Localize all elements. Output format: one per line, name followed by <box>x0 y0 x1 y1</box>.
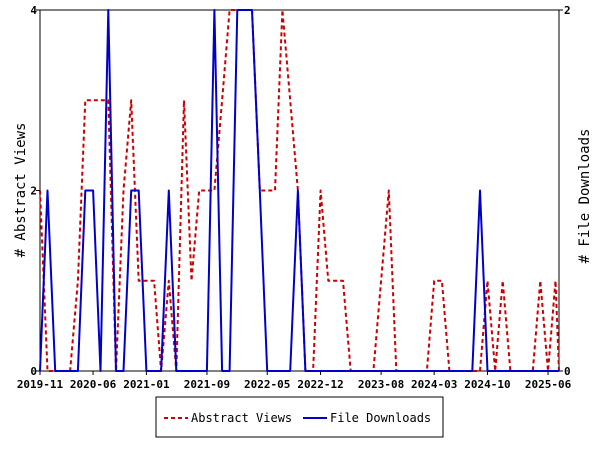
y-right-tick-label: 2 <box>564 4 571 17</box>
series-layer <box>39 9 560 372</box>
x-tick-label: 2023-08 <box>358 378 404 391</box>
axis-layer: 2019-11 2020-06 2021-01 2021-09 2022-05 2022-… <box>17 4 572 391</box>
x-tick-label: 2022-05 <box>244 378 290 391</box>
series-line-file-downloads <box>39 9 559 372</box>
y-right-tick-label: 0 <box>564 365 571 378</box>
x-tick-label: 2020-06 <box>70 378 117 391</box>
x-tick-label: 2022-12 <box>297 378 343 391</box>
legend: Abstract Views File Downloads <box>155 396 444 438</box>
legend-box <box>155 396 444 438</box>
y-left-tick-label: 4 <box>30 4 37 17</box>
x-tick-label: 2025-06 <box>525 378 572 391</box>
legend-label-file-downloads: File Downloads <box>330 411 431 425</box>
y-axis-left-title: # Abstract Views <box>13 123 29 258</box>
x-tick-label: 2021-01 <box>123 378 170 391</box>
y-axis-right-title: # File Downloads <box>577 129 593 264</box>
x-tick-label: 2021-09 <box>184 378 230 391</box>
legend-label-abstract-views: Abstract Views <box>191 411 292 425</box>
y-left-tick-label: 0 <box>30 365 37 378</box>
x-tick-label: 2024-03 <box>411 378 457 391</box>
y-left-tick-label: 2 <box>30 185 37 198</box>
x-tick-label: 2019-11 <box>17 378 64 391</box>
x-tick-label: 2024-10 <box>464 378 510 391</box>
